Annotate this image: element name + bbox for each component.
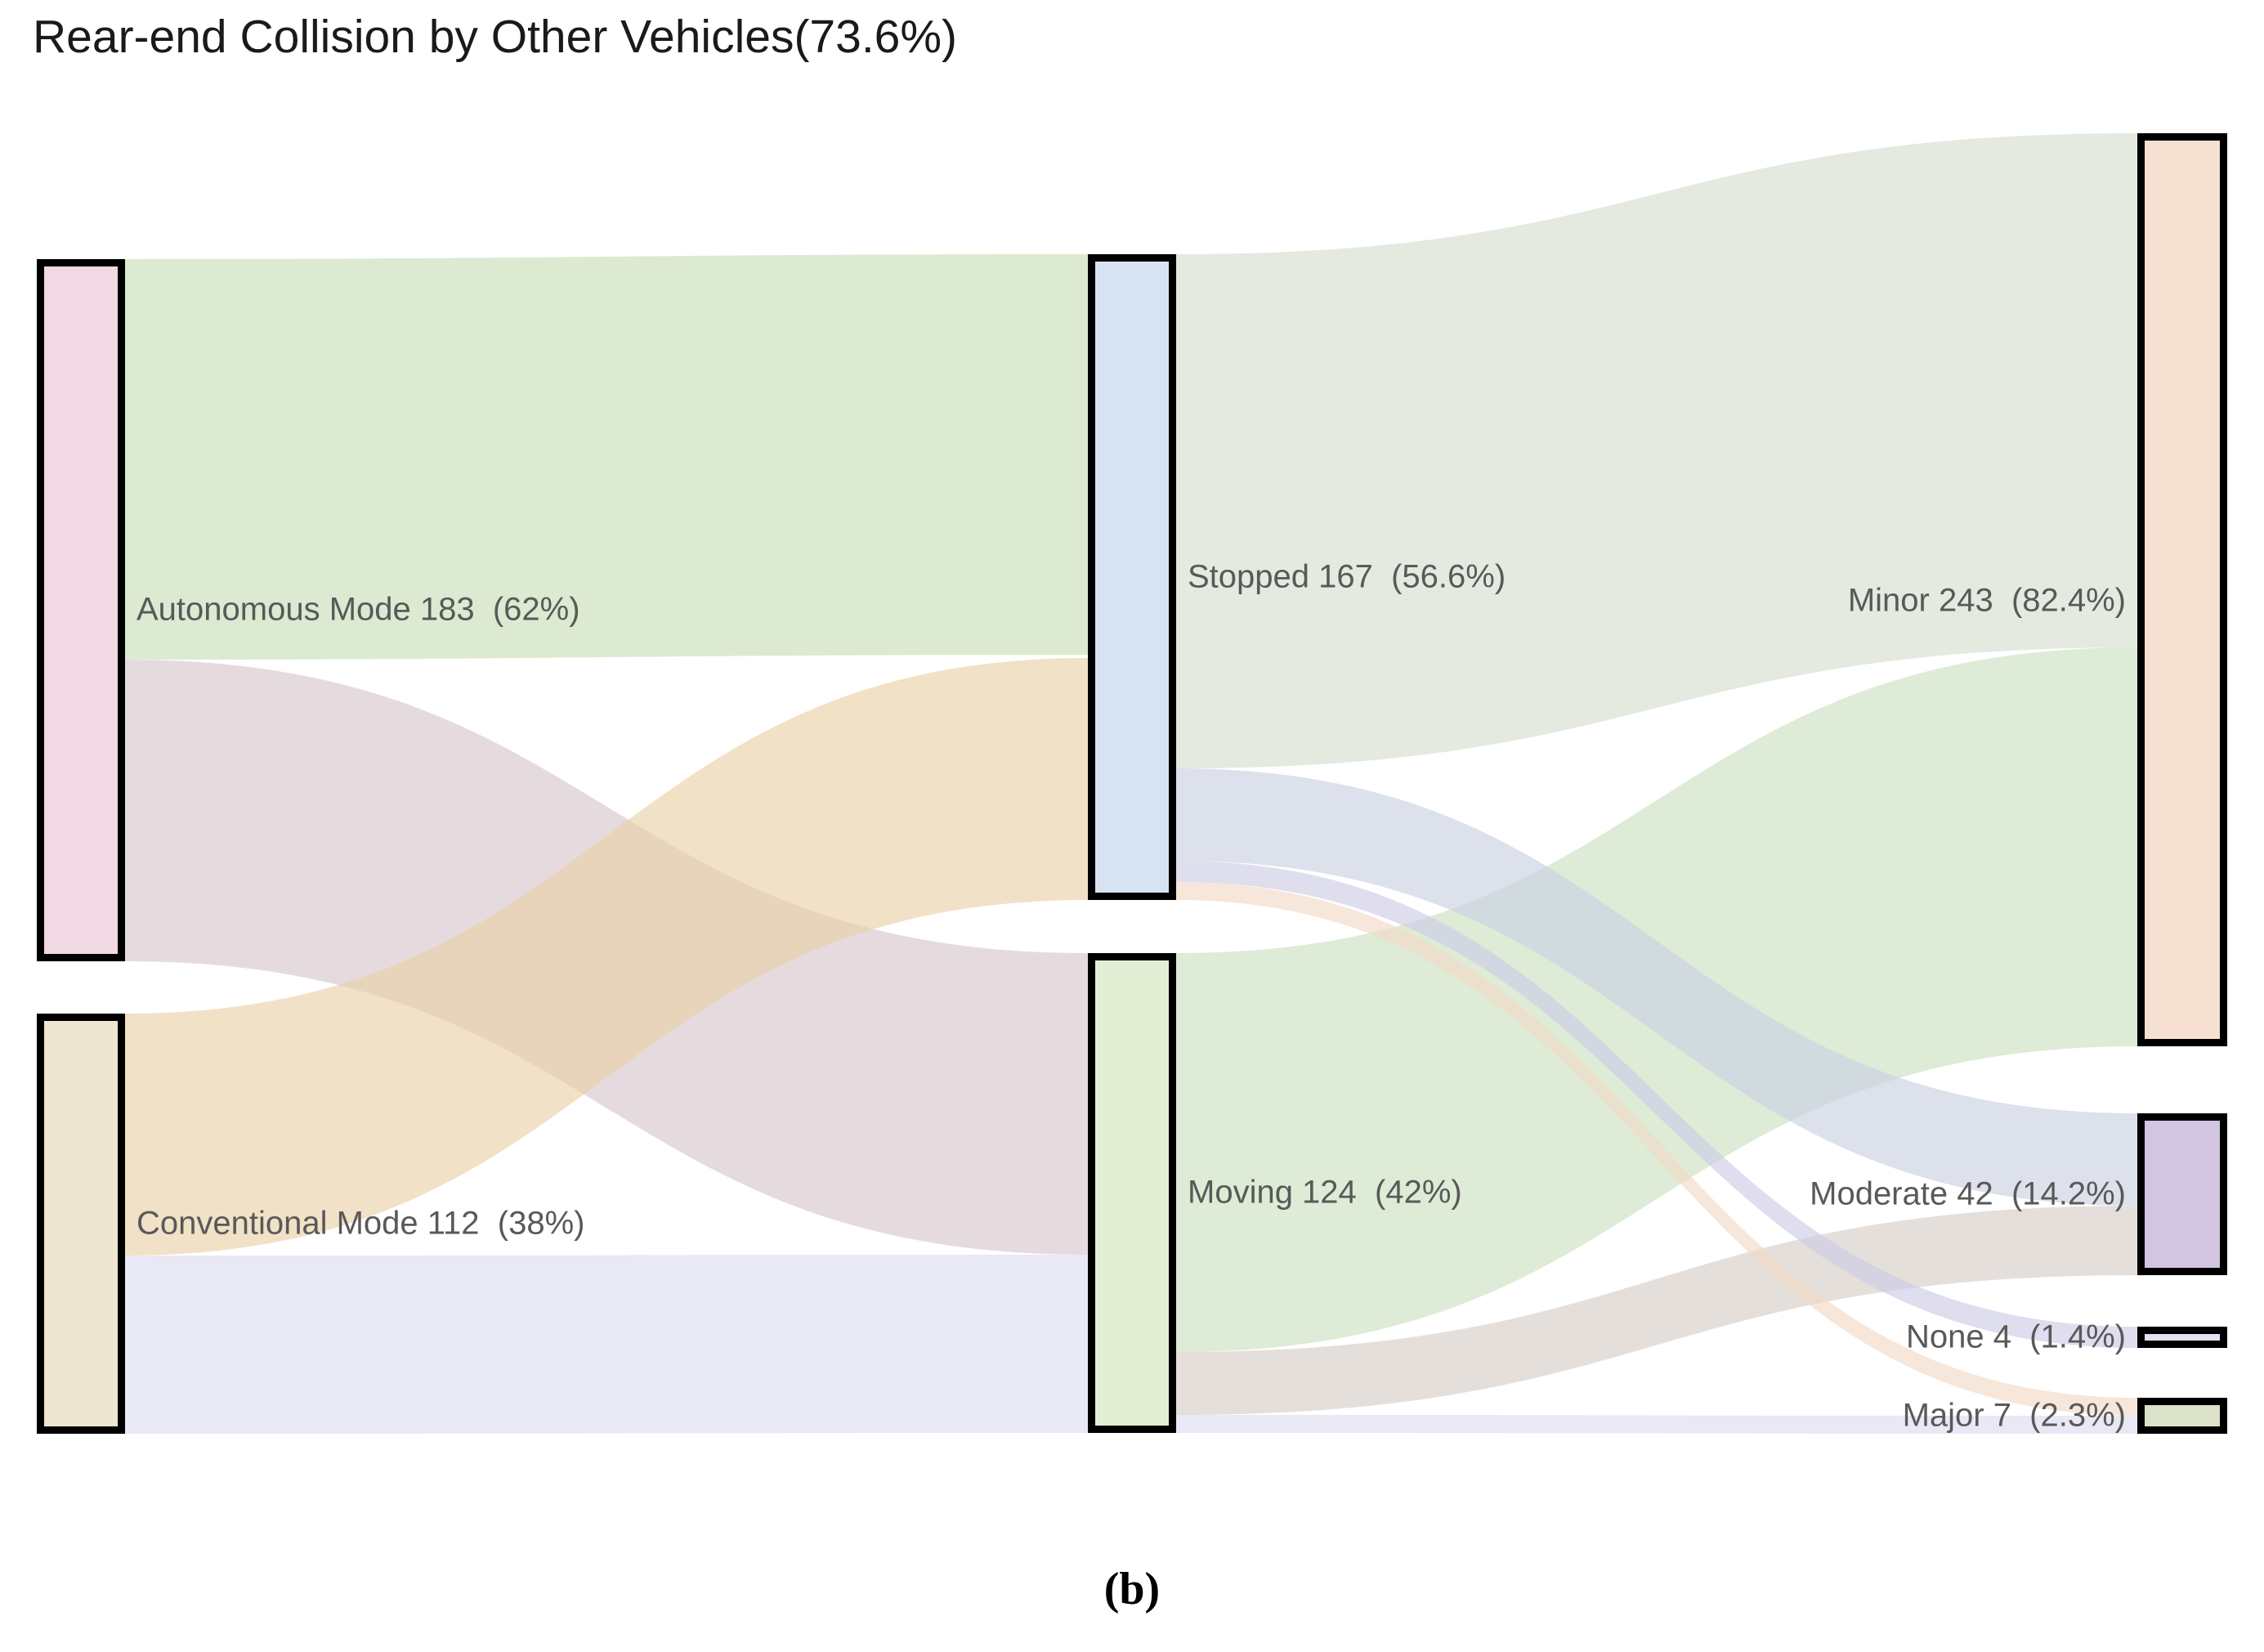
node-minor (2137, 133, 2227, 1046)
node-major (2137, 1398, 2227, 1434)
node-label-autonomous-mode: Autonomous Mode 183 (62%) (136, 591, 580, 628)
node-moving (1088, 953, 1176, 1433)
flow-conventional-moving (125, 1255, 1088, 1434)
node-label-moderate: Moderate 42 (14.2%) (1810, 1175, 2126, 1212)
node-label-stopped: Stopped 167 (56.6%) (1188, 558, 1506, 595)
node-label-major: Major 7 (2.3%) (1902, 1397, 2126, 1434)
flow-autonomous-stopped (125, 254, 1088, 660)
flow-stopped-moderate (1176, 768, 2137, 1206)
node-label-moving: Moving 124 (42%) (1188, 1174, 1462, 1211)
flow-stopped-major (1176, 882, 2137, 1416)
node-stopped (1088, 254, 1176, 900)
node-none (2137, 1327, 2227, 1348)
node-label-none: None 4 (1.4%) (1905, 1318, 2126, 1355)
flow-moving-moderate (1176, 1206, 2137, 1415)
chart-title: Rear-end Collision by Other Vehicles(73.… (33, 11, 958, 63)
node-conventional (37, 1014, 125, 1434)
flow-moving-major (1176, 1415, 2137, 1434)
flow-stopped-minor (1176, 133, 2137, 768)
node-label-conventional-mode: Conventional Mode 112 (38%) (136, 1205, 585, 1242)
node-moderate (2137, 1113, 2227, 1275)
flow-conventional-stopped (125, 658, 1088, 1256)
figure-caption: (b) (1103, 1564, 1161, 1614)
node-label-minor: Minor 243 (82.4%) (1847, 582, 2126, 619)
node-autonomous (37, 259, 125, 961)
flow-stopped-none (1176, 861, 2137, 1348)
